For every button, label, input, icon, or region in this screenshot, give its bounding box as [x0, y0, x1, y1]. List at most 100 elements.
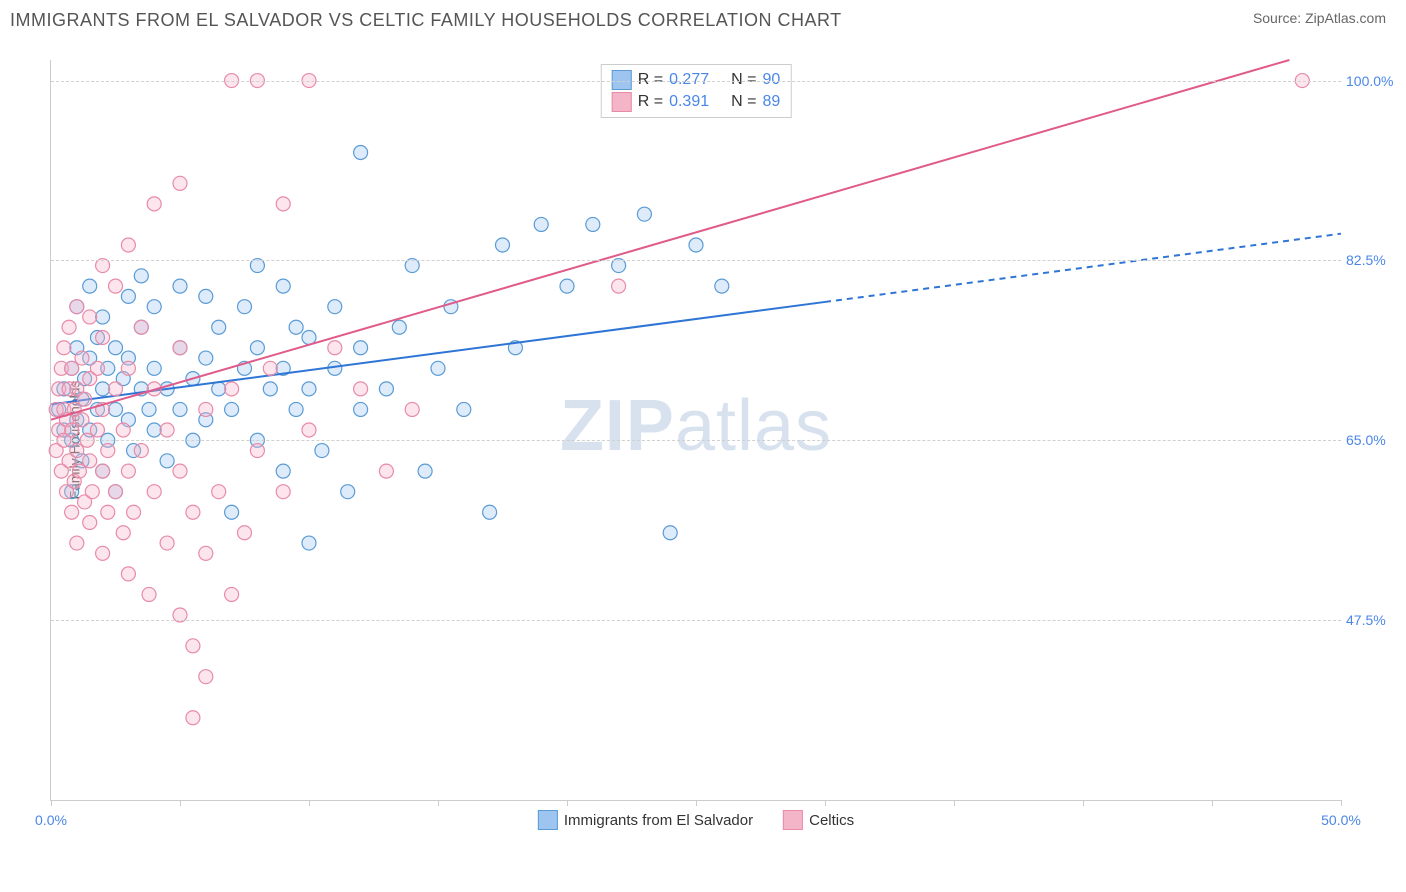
scatter-point [225, 587, 239, 601]
scatter-point [689, 238, 703, 252]
scatter-point [186, 711, 200, 725]
scatter-point [83, 454, 97, 468]
scatter-point [109, 485, 123, 499]
plot-container: Family Households ZIPatlas R =0.277N =90… [50, 60, 1390, 820]
scatter-point [612, 279, 626, 293]
scatter-point [160, 423, 174, 437]
scatter-point [405, 402, 419, 416]
x-tick [180, 800, 181, 806]
scatter-point [483, 505, 497, 519]
scatter-point [302, 382, 316, 396]
scatter-point [57, 341, 71, 355]
scatter-point [354, 146, 368, 160]
legend-r-value: 0.391 [669, 91, 709, 113]
scatter-point [276, 279, 290, 293]
scatter-point [315, 444, 329, 458]
scatter-point [186, 505, 200, 519]
scatter-point [65, 423, 79, 437]
scatter-point [62, 320, 76, 334]
scatter-point [147, 485, 161, 499]
scatter-point [586, 217, 600, 231]
scatter-point [72, 464, 86, 478]
grid-line [51, 440, 1341, 441]
y-tick-label: 82.5% [1346, 252, 1401, 268]
scatter-point [212, 382, 226, 396]
scatter-point [354, 382, 368, 396]
scatter-point [134, 269, 148, 283]
scatter-point [121, 464, 135, 478]
scatter-point [116, 423, 130, 437]
scatter-point [212, 320, 226, 334]
scatter-point [121, 567, 135, 581]
scatter-point [96, 464, 110, 478]
scatter-point [663, 526, 677, 540]
scatter-point [457, 402, 471, 416]
scatter-point [225, 402, 239, 416]
plot-area: ZIPatlas R =0.277N =90R =0.391N =89 Immi… [50, 60, 1341, 801]
x-tick-label: 0.0% [35, 812, 67, 828]
scatter-point [418, 464, 432, 478]
scatter-point [70, 536, 84, 550]
scatter-point [109, 382, 123, 396]
x-tick [309, 800, 310, 806]
grid-line [51, 260, 1341, 261]
scatter-point [199, 546, 213, 560]
legend-swatch [538, 810, 558, 830]
scatter-point [225, 505, 239, 519]
x-tick [1212, 800, 1213, 806]
scatter-point [715, 279, 729, 293]
scatter-point [101, 505, 115, 519]
scatter-point [199, 351, 213, 365]
scatter-point [199, 402, 213, 416]
scatter-point [173, 341, 187, 355]
regression-line-extension [825, 234, 1341, 302]
legend-n-label: N = [731, 91, 756, 113]
legend-series-label: Immigrants from El Salvador [564, 812, 753, 829]
scatter-point [70, 444, 84, 458]
legend-series-label: Celtics [809, 812, 854, 829]
legend-series: Immigrants from El Salvador Celtics [538, 810, 854, 830]
scatter-point [186, 639, 200, 653]
scatter-point [328, 300, 342, 314]
grid-line [51, 620, 1341, 621]
scatter-point [289, 402, 303, 416]
scatter-point [354, 341, 368, 355]
scatter-point [289, 320, 303, 334]
y-tick-label: 47.5% [1346, 612, 1401, 628]
legend-swatch [612, 92, 632, 112]
scatter-point [83, 310, 97, 324]
scatter-point [263, 361, 277, 375]
x-tick [954, 800, 955, 806]
scatter-point [560, 279, 574, 293]
scatter-point [238, 526, 252, 540]
scatter-point [379, 464, 393, 478]
scatter-point [96, 331, 110, 345]
chart-source: Source: ZipAtlas.com [1253, 10, 1386, 26]
legend-series-item: Celtics [783, 810, 854, 830]
y-tick-label: 65.0% [1346, 432, 1401, 448]
scatter-point [160, 536, 174, 550]
scatter-point [173, 402, 187, 416]
scatter-point [173, 464, 187, 478]
scatter-point [75, 413, 89, 427]
legend-n-value: 89 [762, 91, 780, 113]
chart-svg [51, 60, 1341, 800]
scatter-point [109, 402, 123, 416]
grid-line [51, 81, 1341, 82]
scatter-point [276, 485, 290, 499]
scatter-point [127, 505, 141, 519]
scatter-point [147, 197, 161, 211]
legend-series-item: Immigrants from El Salvador [538, 810, 753, 830]
scatter-point [392, 320, 406, 334]
scatter-point [199, 670, 213, 684]
legend-correlation-box: R =0.277N =90R =0.391N =89 [601, 64, 792, 118]
scatter-point [75, 351, 89, 365]
scatter-point [65, 361, 79, 375]
scatter-point [96, 310, 110, 324]
x-tick [825, 800, 826, 806]
scatter-point [109, 341, 123, 355]
x-tick [438, 800, 439, 806]
scatter-point [83, 279, 97, 293]
scatter-point [212, 485, 226, 499]
scatter-point [496, 238, 510, 252]
